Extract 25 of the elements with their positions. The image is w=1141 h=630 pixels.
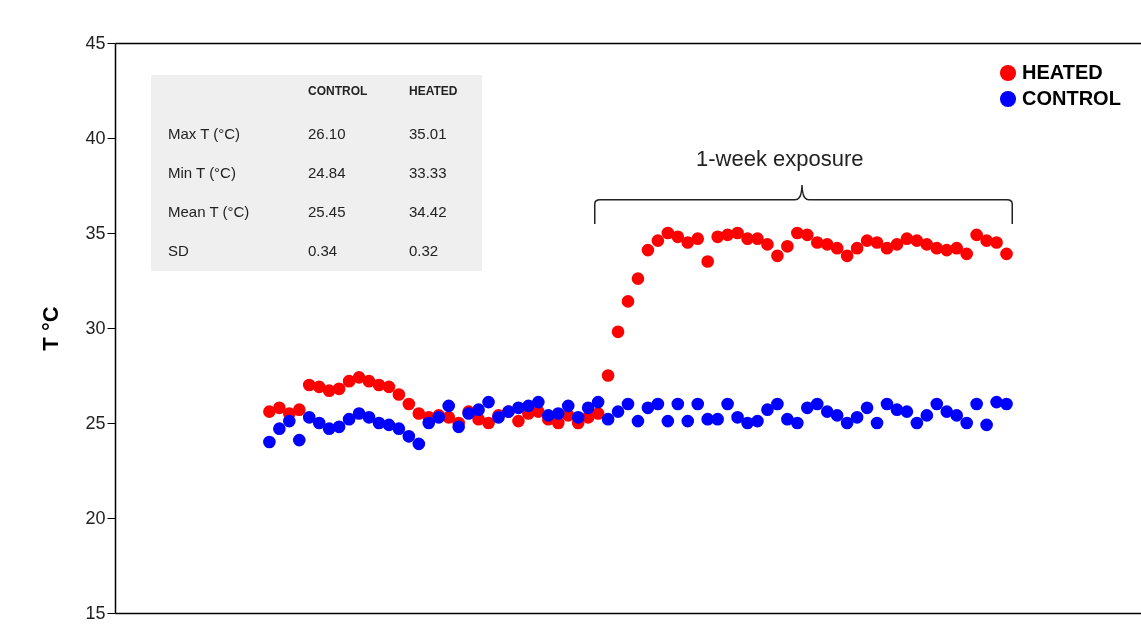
annotation: Max T (°C) — [168, 125, 241, 142]
legend-label: CONTROL — [1022, 87, 1121, 109]
annotation: 1-week exposure — [696, 146, 864, 172]
annotation: 25.45 — [308, 203, 346, 220]
annotation: CONTROL — [308, 84, 368, 98]
annotation: 33.33 — [409, 164, 447, 181]
annotation: 24.84 — [308, 164, 346, 181]
y-axis-title: T °C — [38, 306, 64, 351]
y-tick-label: 20 — [85, 507, 106, 528]
annotation: 0.34 — [308, 242, 338, 259]
annotation: 0.32 — [409, 242, 439, 259]
annotation: 26.10 — [308, 125, 346, 142]
annotation: 34.42 — [409, 203, 447, 220]
y-tick-label: 40 — [85, 127, 106, 148]
y-tick-label: 25 — [85, 412, 106, 433]
annotation: 35.01 — [409, 125, 447, 142]
annotation: HEATED — [409, 84, 458, 98]
y-tick-label: 15 — [85, 602, 106, 623]
y-tick-label: 35 — [85, 222, 106, 243]
y-tick-label: 30 — [85, 317, 106, 338]
annotation: SD — [168, 242, 189, 259]
legend-label: HEATED — [1022, 61, 1103, 83]
annotation: Min T (°C) — [168, 164, 236, 181]
y-tick-label: 45 — [85, 32, 106, 53]
annotation: Mean T (°C) — [168, 203, 250, 220]
